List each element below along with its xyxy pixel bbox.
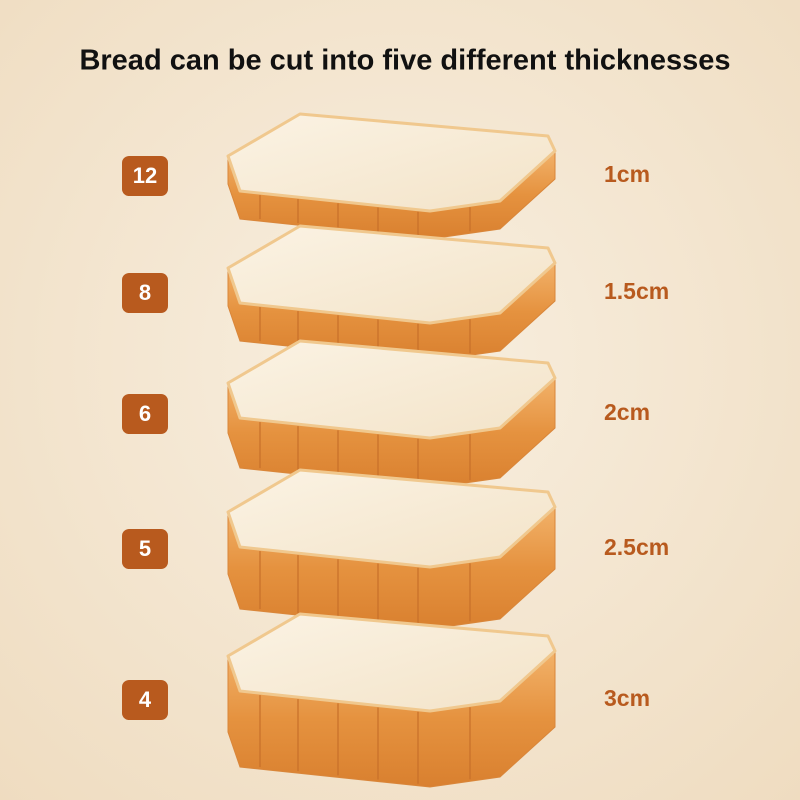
badge [122, 529, 168, 569]
bread-crumb [226, 224, 557, 325]
thickness-label: 1cm [604, 161, 650, 187]
thickness-label: 1.5cm [604, 278, 669, 304]
badge [122, 394, 168, 434]
badge-label: 5 [139, 536, 151, 561]
bread-crumb [226, 612, 557, 713]
badge [122, 156, 168, 196]
badge-label: 12 [133, 163, 157, 188]
thickness-label: 2cm [604, 399, 650, 425]
badge-label: 4 [139, 687, 152, 712]
title: Bread can be cut into five different thi… [79, 45, 730, 77]
badge [122, 680, 168, 720]
badge [122, 273, 168, 313]
thickness-label: 3cm [604, 685, 650, 711]
bread-crumb [226, 112, 557, 213]
bread-crumb [226, 339, 557, 440]
badge-label: 8 [139, 280, 151, 305]
badge-label: 6 [139, 401, 151, 426]
thickness-label: 2.5cm [604, 534, 669, 560]
bread-crumb [226, 468, 557, 569]
